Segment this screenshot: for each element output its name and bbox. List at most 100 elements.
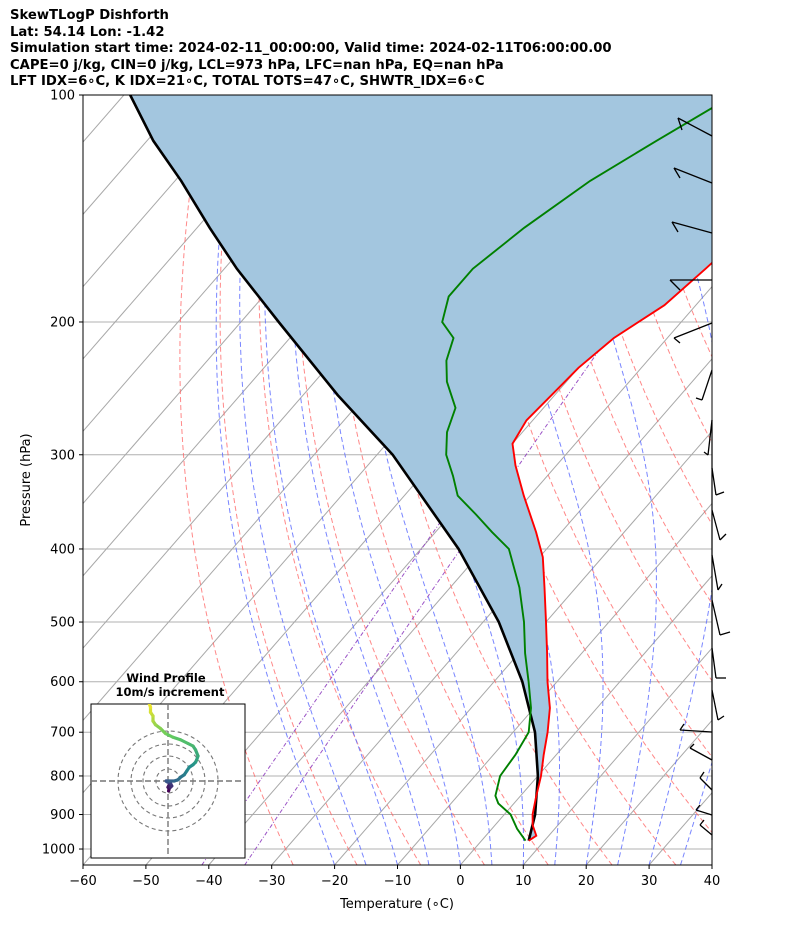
y-tick-label: 400 [50,542,75,557]
simulation-times: Simulation start time: 2024-02-11_00:00:… [10,41,612,57]
isotherm-line [334,430,712,865]
moist-adiabat [648,95,712,865]
inset-subtitle: 10m/s increment [116,685,225,699]
x-tick-label: 30 [641,874,658,889]
dry-adiabat [331,95,549,865]
y-axis-label: Pressure (hPa) [19,433,34,526]
moist-adiabat [680,760,712,865]
moist-adiabat [263,95,398,865]
dry-adiabat [464,95,712,758]
mixing-ratio-line [244,227,686,865]
moist-adiabat [239,95,367,865]
isotherm-line [83,95,251,288]
stability-indices-1: CAPE=0 j/kg, CIN=0 j/kg, LCL=973 hPa, LF… [10,57,504,73]
wind-barb-flag [673,167,681,179]
wind-barb-flag [719,533,727,541]
wind-barb-flag [669,279,681,291]
wind-profile-inset: Wind Profile 10m/s increment [90,671,246,859]
x-tick-label: −20 [321,874,348,889]
y-tick-label: 900 [50,808,75,823]
isotherm-line [711,864,712,865]
wind-barb-shaft [699,777,713,791]
hodograph-segment [147,704,153,709]
y-tick-label: 500 [50,616,75,631]
chart-header: SkewTLogP Dishforth Lat: 54.14 Lon: -1.4… [10,8,612,91]
wind-barb-flag [717,715,725,721]
wind-barb-flag [689,743,695,749]
cape-fill-layer [130,95,712,841]
wind-barb-flag [699,771,705,779]
moist-adiabat [215,95,336,865]
wind-barb-shaft [677,117,713,137]
station-title: SkewTLogP Dishforth [10,8,169,23]
wind-barb-shaft [695,809,713,816]
x-tick-label: −30 [258,874,285,889]
y-tick-label: 600 [50,675,75,690]
x-tick-label: 40 [704,874,721,889]
x-tick-label: 10 [515,874,532,889]
moist-adiabat [490,95,604,865]
station-location: Lat: 54.14 Lon: -1.42 [10,24,165,40]
wind-barb-flag [671,221,679,233]
isotherm-line [775,95,794,865]
isotherm-line [522,647,712,865]
moist-adiabat [560,95,657,865]
wind-barb-shaft [707,419,713,456]
isotherm-line [271,358,712,865]
axis-ticks: −60 −50 −40 −30 −20 −10 0 10 20 30 40 100 200 300 400 5… [42,89,720,890]
x-tick-label: −50 [132,874,159,889]
wind-barb-flag [717,583,723,591]
wind-barb-flag [695,397,703,401]
wind-barb-shaft [679,729,713,733]
x-tick-label: −10 [384,874,411,889]
wind-barb-flag [695,804,701,811]
wind-barb-flag [673,337,681,344]
y-tick-label: 800 [50,769,75,784]
dry-adiabat [179,95,294,865]
wind-barb-flag [703,451,709,456]
wind-barb-shaft [673,167,713,184]
isotherm-line [83,95,313,360]
wind-barb-shaft [711,509,721,541]
y-tick-label: 200 [50,315,75,330]
temperature-profile-line [511,261,712,842]
dry-adiabat [562,95,712,526]
wind-barb-flag [719,631,731,636]
wind-barb-flag [715,491,725,496]
y-tick-label: 1000 [42,843,75,858]
profile-lines [129,95,712,842]
wind-barb-flag [699,819,705,826]
isotherm-line [585,719,712,865]
y-tick-label: 700 [50,726,75,741]
wind-barb-shaft [689,747,713,761]
y-tick-label: 300 [50,448,75,463]
wind-barb-shaft [711,647,717,679]
dry-adiabat [219,95,358,865]
wind-barb-shaft [699,824,713,836]
dry-adiabat [758,95,794,865]
isotherm-line [460,575,712,865]
hodograph [91,704,245,858]
moist-adiabat [711,863,712,865]
x-tick-label: 20 [578,874,595,889]
stability-indices-2: LFT IDX=6∘C, K IDX=21∘C, TOTAL TOTS=47∘C… [10,74,485,90]
x-tick-label: −40 [195,874,222,889]
wind-barb-shaft [711,689,719,721]
wind-barbs [669,117,731,840]
mixing-ratio-line [201,227,650,865]
wind-barb-shaft [711,467,717,496]
x-tick-label: 0 [456,874,464,889]
wind-barb-shaft [701,369,713,401]
wind-barb-shaft [711,554,719,591]
cin-shaded-area [130,95,712,841]
isotherm-line [397,502,712,865]
inset-title: Wind Profile [126,671,206,685]
dry-adiabat [726,95,794,865]
wind-barb-flag [679,723,685,731]
dry-adiabat [258,95,422,865]
wind-barb-shaft [711,599,721,636]
x-axis-label: Temperature (∘C) [339,897,454,912]
dewpoint-profile-line [441,106,712,842]
parcel-profile-line [129,95,540,842]
